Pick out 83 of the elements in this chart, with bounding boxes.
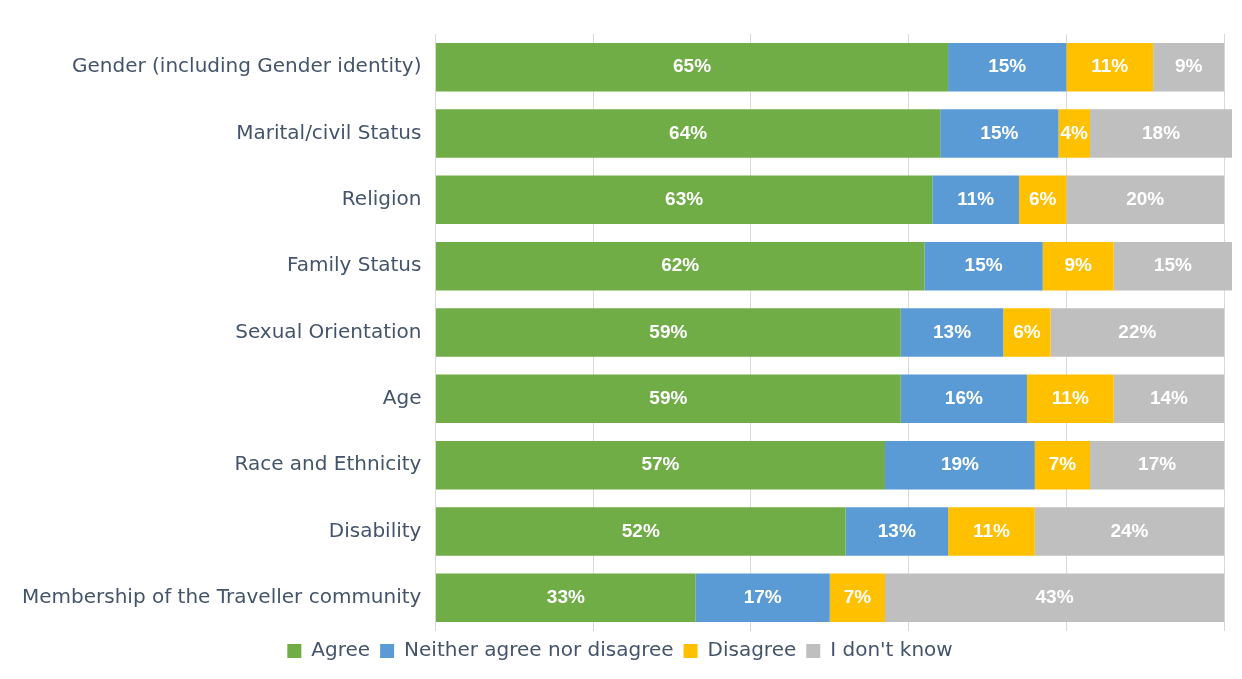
data-label: 7%	[843, 586, 872, 608]
data-label: 18%	[1142, 121, 1181, 143]
bar	[435, 109, 941, 158]
data-label: 15%	[988, 55, 1027, 77]
data-label: 63%	[665, 188, 704, 210]
data-label: 17%	[743, 586, 782, 608]
y-tick-label: Sexual Orientation	[235, 318, 422, 343]
bar	[884, 573, 1225, 623]
bar	[932, 175, 1020, 225]
bar	[435, 573, 696, 623]
y-tick-label: Disability	[328, 517, 422, 542]
bar	[924, 241, 1043, 291]
bar	[1090, 109, 1232, 158]
data-label: 11%	[957, 188, 995, 210]
data-label: 11%	[1091, 55, 1129, 77]
data-label: 15%	[1153, 254, 1192, 276]
bar	[1050, 308, 1225, 357]
data-label: 19%	[940, 453, 980, 475]
data-label: 43%	[1035, 586, 1074, 608]
bar	[1153, 42, 1225, 92]
bar	[900, 308, 1004, 357]
data-label: 57%	[641, 453, 680, 475]
data-label: 16%	[944, 387, 983, 409]
bar	[1066, 175, 1225, 225]
bar	[435, 507, 846, 556]
bar	[435, 42, 949, 92]
data-label: 6%	[1028, 188, 1057, 210]
data-label: 13%	[877, 519, 916, 541]
data-label: 33%	[546, 586, 585, 608]
bar	[1034, 507, 1225, 556]
data-label: 9%	[1064, 254, 1093, 276]
bar	[435, 241, 925, 291]
data-label: 11%	[972, 519, 1011, 541]
data-label: 7%	[1048, 453, 1077, 475]
y-tick-label: Gender (including Gender identity)	[71, 53, 422, 78]
bar	[1026, 374, 1114, 424]
data-label: 15%	[980, 121, 1019, 143]
y-tick-label: Age	[382, 385, 422, 410]
data-label: 52%	[621, 519, 660, 541]
data-label: 24%	[1110, 519, 1149, 541]
bar	[695, 573, 830, 623]
bar	[948, 507, 1035, 556]
bar	[884, 440, 1035, 490]
y-tick-label: Membership of the Traveller community	[21, 584, 422, 609]
bar	[948, 42, 1067, 92]
legend-label: I don't know	[830, 637, 953, 662]
y-tick-label: Race and Ethnicity	[234, 451, 422, 476]
bar	[435, 175, 933, 225]
data-label: 20%	[1126, 188, 1165, 210]
data-label: 59%	[649, 387, 688, 409]
legend-label: Disagree	[707, 637, 797, 662]
bar	[1042, 241, 1114, 291]
y-tick-label: Marital/civil Status	[236, 119, 422, 144]
data-label: 4%	[1060, 121, 1089, 143]
bar	[435, 308, 901, 357]
data-label: 59%	[649, 320, 688, 342]
data-label: 17%	[1138, 453, 1177, 475]
bar	[1034, 440, 1091, 490]
data-label: 6%	[1013, 320, 1041, 342]
legend-label: Agree	[311, 637, 371, 662]
bar	[1066, 42, 1154, 92]
bar	[1113, 241, 1232, 291]
y-tick-label: Religion	[341, 186, 422, 211]
bar	[845, 507, 949, 556]
bar	[829, 573, 885, 623]
data-label: 14%	[1149, 387, 1189, 409]
legend-label: Neither agree nor disagree	[404, 637, 674, 662]
bar	[900, 374, 1027, 424]
data-label: 65%	[673, 55, 712, 77]
data-label: 9%	[1174, 55, 1203, 77]
data-label: 13%	[933, 320, 972, 342]
data-label: 22%	[1118, 320, 1157, 342]
y-tick-label: Family Status	[287, 252, 422, 277]
bar	[435, 440, 885, 490]
bar	[1113, 374, 1225, 424]
bar	[1003, 308, 1051, 357]
bar	[1090, 440, 1225, 490]
data-label: 15%	[964, 254, 1003, 276]
data-label: 62%	[661, 254, 700, 276]
bar	[940, 109, 1059, 158]
data-label: 11%	[1051, 387, 1089, 409]
bar	[435, 374, 901, 424]
data-label: 64%	[669, 121, 708, 143]
